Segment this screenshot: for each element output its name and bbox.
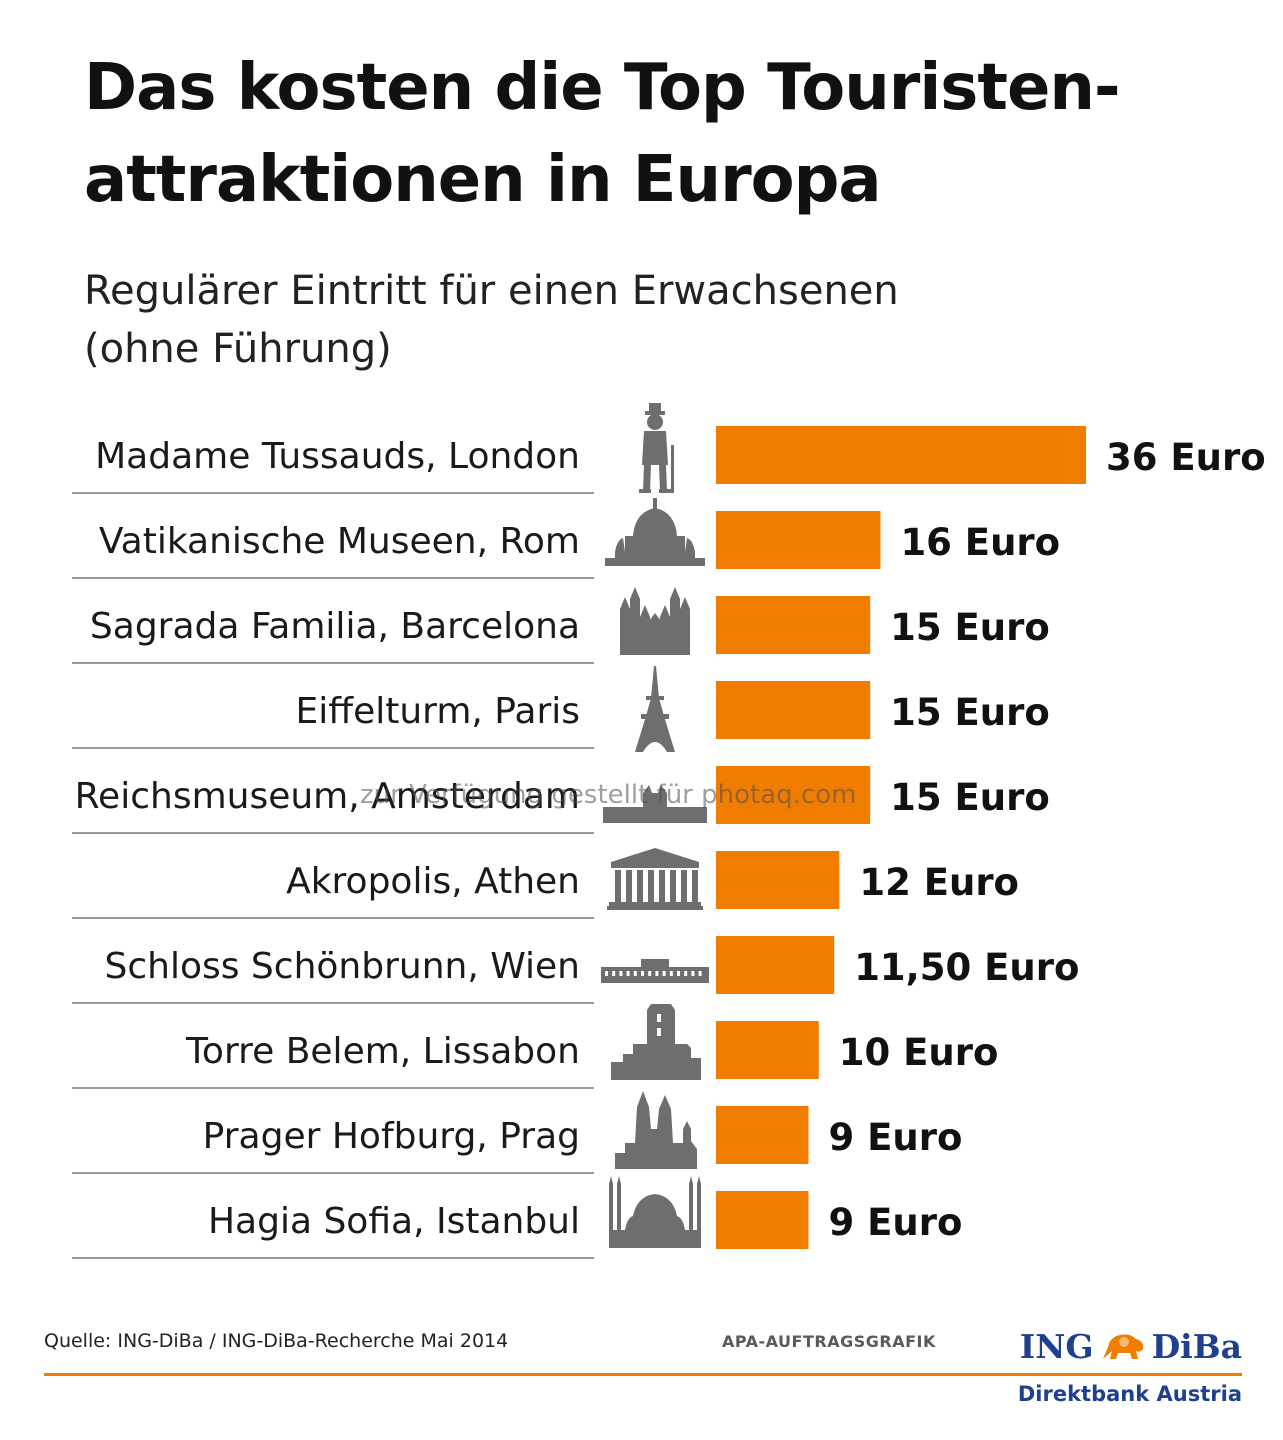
- bar: [716, 426, 1086, 484]
- logo-text-diba: DiBa: [1151, 1326, 1242, 1366]
- category-label: Hagia Sofia, Istanbul: [208, 1201, 580, 1242]
- watermark: zur Verfügung gestellt für photaq.com: [360, 780, 857, 810]
- category-label: Eiffelturm, Paris: [296, 691, 580, 732]
- bar: [716, 851, 840, 909]
- title-line-1: Das kosten die Top Touristen-: [84, 51, 1120, 125]
- st-peters-dome-icon: [605, 498, 705, 566]
- bar-chart: Madame Tussauds, London 36 Euro Vatikanisc…: [72, 403, 1266, 1259]
- bar: [716, 1106, 809, 1164]
- schoenbrunn-palace-icon: [601, 959, 709, 983]
- value-label: 15 Euro: [890, 606, 1050, 649]
- title-line-2: attraktionen in Europa: [84, 143, 882, 217]
- lion-icon: [1102, 1334, 1143, 1359]
- bar: [716, 1021, 819, 1079]
- bar: [716, 511, 881, 569]
- category-label: Schloss Schönbrunn, Wien: [104, 946, 580, 987]
- value-label: 9 Euro: [829, 1201, 963, 1244]
- category-label: Torre Belem, Lissabon: [185, 1031, 580, 1072]
- charlie-chaplin-icon: [639, 403, 674, 493]
- hagia-sophia-icon: [609, 1176, 701, 1248]
- source-note: Quelle: ING-DiBa / ING-DiBa-Recherche Ma…: [44, 1330, 509, 1352]
- category-label: Prager Hofburg, Prag: [203, 1116, 580, 1157]
- sagrada-familia-icon: [620, 587, 690, 655]
- belem-tower-icon: [611, 1004, 701, 1080]
- footer-divider: [44, 1373, 1242, 1376]
- subtitle-line-1: Regulärer Eintritt für einen Erwachsenen: [84, 268, 899, 314]
- bar: [716, 766, 871, 824]
- bar: [716, 681, 871, 739]
- category-label: Vatikanische Museen, Rom: [99, 521, 580, 562]
- parthenon-icon: [607, 848, 703, 910]
- value-label: 9 Euro: [829, 1116, 963, 1159]
- category-label: Madame Tussauds, London: [95, 436, 580, 477]
- logo-text-ing: ING: [1019, 1326, 1094, 1366]
- category-label: Reichsmuseum, Amsterdam: [75, 776, 580, 817]
- value-label: 15 Euro: [890, 691, 1050, 734]
- value-label: 15 Euro: [890, 776, 1050, 819]
- bar: [716, 936, 835, 994]
- chart-title: Das kosten die Top Touristen- attraktion…: [84, 42, 1234, 226]
- category-label: Akropolis, Athen: [286, 861, 580, 902]
- subtitle-line-2: (ohne Führung): [84, 326, 392, 372]
- value-label: 12 Euro: [859, 861, 1019, 904]
- bar: [716, 1191, 809, 1249]
- value-label: 10 Euro: [839, 1031, 999, 1074]
- rijksmuseum-icon: [603, 785, 707, 823]
- logo-subtitle: Direktbank Austria: [1017, 1382, 1242, 1406]
- value-label: 36 Euro: [1106, 436, 1266, 479]
- value-label: 11,50 Euro: [854, 946, 1079, 989]
- eiffel-tower-icon: [635, 666, 675, 752]
- ing-diba-logo: ING DiBa: [1000, 1326, 1242, 1366]
- prague-castle-icon: [615, 1091, 697, 1169]
- chart-subtitle: Regulärer Eintritt für einen Erwachsenen…: [84, 262, 1184, 378]
- category-label: Sagrada Familia, Barcelona: [90, 606, 580, 647]
- bar: [716, 596, 871, 654]
- value-label: 16 Euro: [900, 521, 1060, 564]
- credit-note: APA-AUFTRAGSGRAFIK: [722, 1332, 936, 1351]
